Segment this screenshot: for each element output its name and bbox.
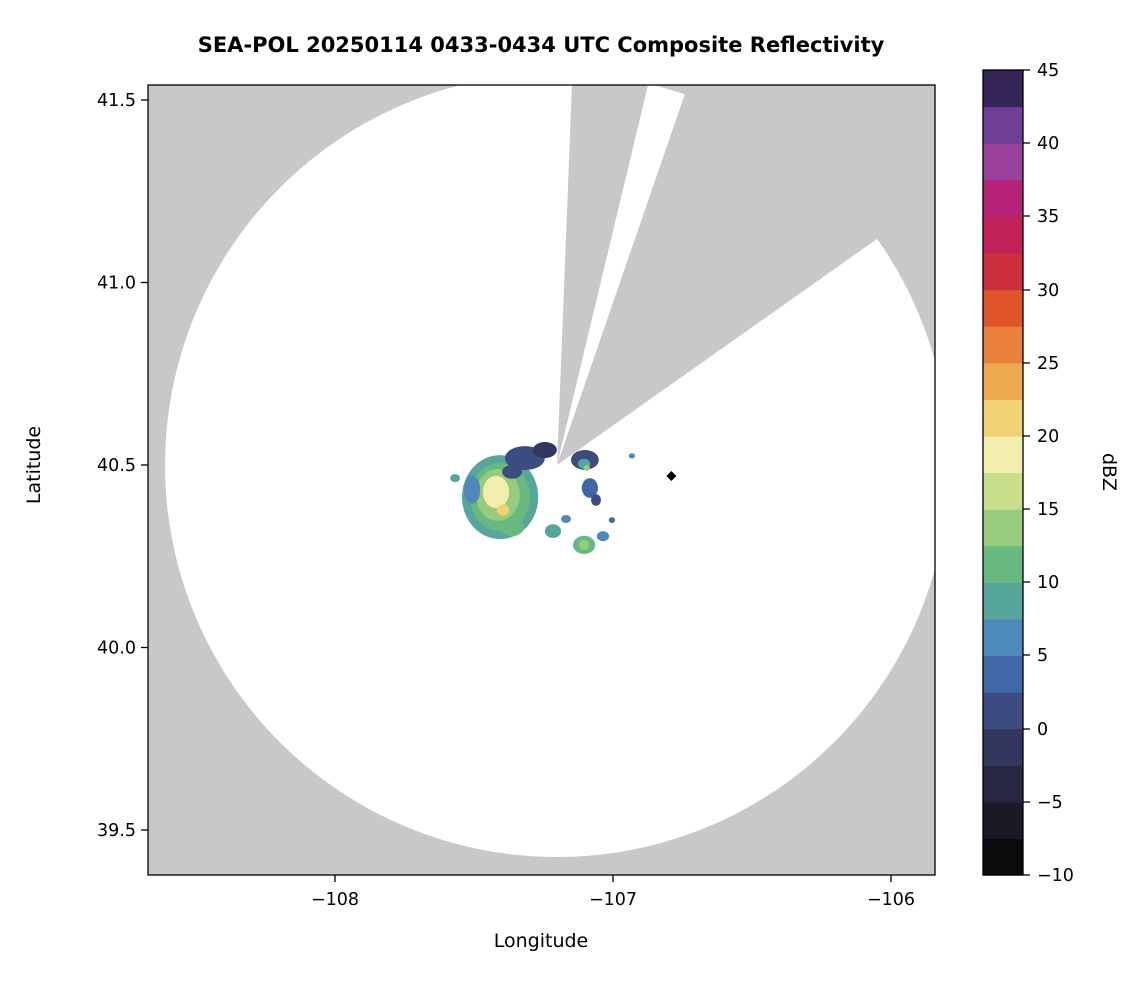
- colorbar-segment: [983, 582, 1023, 620]
- echo-blob: [561, 515, 571, 523]
- station-marker: [666, 470, 677, 481]
- colorbar-segment: [983, 399, 1023, 437]
- echo-blob: [502, 465, 523, 479]
- colorbar-tick-label: −10: [1037, 866, 1074, 886]
- y-tick-label: 41.0: [97, 274, 136, 294]
- colorbar-tick-label: −5: [1037, 793, 1063, 813]
- colorbar-tick-label: 45: [1037, 61, 1059, 81]
- plot-area: [148, 85, 935, 875]
- colorbar-segment: [983, 545, 1023, 583]
- x-axis-title: Longitude: [494, 930, 589, 952]
- y-axis: [141, 99, 148, 831]
- x-tick-label: −108: [311, 890, 359, 910]
- colorbar-segment: [983, 326, 1023, 364]
- radar-echoes: [450, 442, 636, 555]
- colorbar-segment: [983, 655, 1023, 693]
- echo-blob: [583, 465, 591, 471]
- colorbar-segment: [983, 70, 1023, 108]
- y-tick-label: 40.5: [97, 456, 136, 476]
- echo-blob: [591, 494, 601, 506]
- echo-blob: [628, 453, 636, 459]
- y-axis-title: Latitude: [23, 426, 45, 504]
- colorbar-frame: [982, 69, 1024, 876]
- echo-blob: [581, 478, 599, 498]
- echo-blob: [482, 475, 510, 509]
- y-tick-label: 39.5: [97, 821, 136, 841]
- echo-blob: [579, 539, 590, 551]
- colorbar-segment: [983, 216, 1023, 254]
- colorbar-tick-label: 40: [1037, 134, 1059, 154]
- x-tick-label: −106: [867, 890, 915, 910]
- blocked-sector-north: [557, 85, 648, 465]
- echo-blob: [544, 524, 562, 538]
- y-tick-label: 41.5: [97, 91, 136, 111]
- axes-frame: [147, 84, 936, 876]
- colorbar-title: dBZ: [1098, 453, 1120, 491]
- echo-blob: [496, 504, 509, 516]
- colorbar-tick-label: 10: [1037, 573, 1059, 593]
- colorbar-tick-label: 30: [1037, 281, 1059, 301]
- colorbar-segment: [983, 106, 1023, 144]
- station-marker-diamond: [666, 470, 677, 481]
- colorbar-tick-label: 15: [1037, 500, 1059, 520]
- echo-blob: [450, 474, 461, 483]
- colorbar-segment: [983, 765, 1023, 803]
- colorbar-segment: [983, 435, 1023, 474]
- colorbar-segment: [983, 179, 1023, 217]
- colorbar-segment: [983, 472, 1023, 510]
- colorbar-segment: [983, 362, 1023, 400]
- colorbar-segment: [983, 509, 1023, 547]
- y-tick-label: 40.0: [97, 639, 136, 659]
- colorbar-segment: [983, 801, 1023, 840]
- echo-blob: [608, 517, 616, 523]
- echo-blob: [464, 475, 481, 504]
- colorbar-segment: [983, 143, 1023, 181]
- chart-title: SEA-POL 20250114 0433-0434 UTC Composite…: [198, 33, 885, 57]
- colorbar-segment: [983, 289, 1023, 327]
- colorbar-ticks: [1023, 69, 1030, 876]
- x-tick-label: −107: [589, 890, 637, 910]
- colorbar-tick-label: 35: [1037, 207, 1059, 227]
- colorbar-segment: [983, 838, 1023, 876]
- colorbar-segment: [983, 692, 1023, 730]
- x-axis: [334, 875, 892, 882]
- colorbar-segment: [983, 618, 1023, 657]
- colorbar-tick-label: 0: [1037, 720, 1048, 740]
- colorbar-segment: [983, 728, 1023, 766]
- colorbar-tick-label: 5: [1037, 646, 1048, 666]
- echo-blob: [500, 518, 525, 537]
- colorbar-segment: [983, 252, 1023, 291]
- echo-blob: [532, 442, 557, 458]
- colorbar-tick-label: 25: [1037, 354, 1059, 374]
- echo-blob: [596, 531, 610, 542]
- colorbar: [983, 70, 1023, 876]
- colorbar-tick-label: 20: [1037, 427, 1059, 447]
- blocked-sector-northeast: [557, 85, 935, 465]
